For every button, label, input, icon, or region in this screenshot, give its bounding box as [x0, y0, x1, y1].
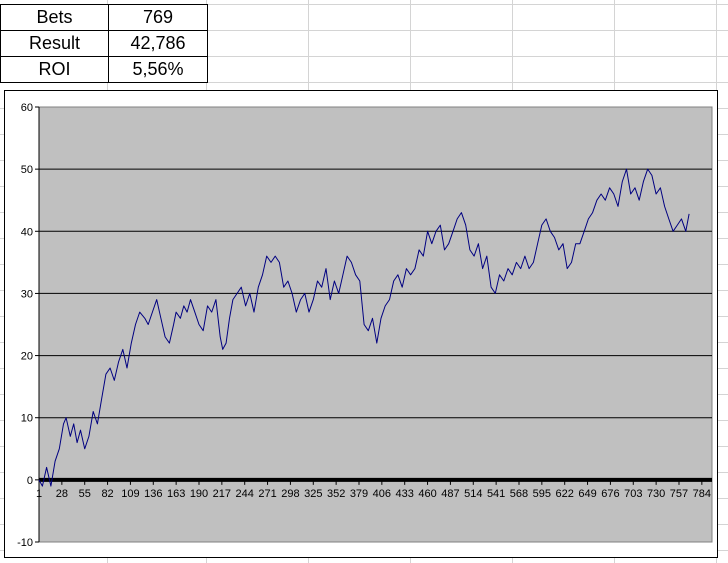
- stats-value: 769: [108, 4, 208, 31]
- stats-row: Result 42,786: [0, 30, 208, 57]
- y-tick-label: 10: [21, 413, 33, 425]
- y-tick-label: 60: [21, 102, 33, 114]
- stats-table: Bets 769 Result 42,786 ROI 5,56%: [0, 4, 208, 83]
- stats-value: 5,56%: [108, 56, 208, 83]
- x-tick-label: 433: [396, 488, 414, 500]
- line-chart: -10 0 10 20 30 40 50 60 1 28 55 82 109 136 163 190 217 24…: [17, 102, 713, 549]
- x-tick-label: 352: [327, 488, 345, 500]
- x-tick-label: 217: [213, 488, 231, 500]
- x-tick-label: 541: [487, 488, 505, 500]
- x-tick-label: 1: [36, 488, 42, 500]
- x-tick-label: 514: [464, 488, 482, 500]
- stats-table-body: Bets 769 Result 42,786 ROI 5,56%: [0, 4, 208, 83]
- series-line: [38, 168, 690, 487]
- x-tick-label: 595: [533, 488, 551, 500]
- x-tick-label: 487: [441, 488, 459, 500]
- x-tick-label: 244: [236, 488, 254, 500]
- x-tick-label: 649: [578, 488, 596, 500]
- plot-area: [38, 106, 713, 543]
- y-tick-label: 0: [27, 475, 33, 487]
- chart-frame: -10 0 10 20 30 40 50 60 1 28 55 82 109 136 163 190 217 24…: [4, 90, 718, 558]
- stats-row: ROI 5,56%: [0, 56, 208, 83]
- x-tick-label: 325: [304, 488, 322, 500]
- y-tick-label: 30: [21, 288, 33, 300]
- x-tick-label: 271: [258, 488, 276, 500]
- x-tick-label: 676: [601, 488, 619, 500]
- x-tick-label: 568: [510, 488, 528, 500]
- stats-value: 42,786: [108, 30, 208, 57]
- x-tick-label: 163: [167, 488, 185, 500]
- stats-label: ROI: [0, 56, 109, 83]
- x-tick-label: 622: [556, 488, 574, 500]
- stats-label: Result: [0, 30, 109, 57]
- y-tick-label: 20: [21, 351, 33, 363]
- x-tick-label: 460: [418, 488, 436, 500]
- x-tick-label: 82: [101, 488, 113, 500]
- x-tick-label: 757: [670, 488, 688, 500]
- stats-label: Bets: [0, 4, 109, 31]
- x-tick-label: 190: [190, 488, 208, 500]
- y-tick-label: 50: [21, 164, 33, 176]
- y-tick-label: 40: [21, 226, 33, 238]
- x-tick-label: 379: [350, 488, 368, 500]
- x-tick-label: 406: [373, 488, 391, 500]
- x-tick-label: 730: [647, 488, 665, 500]
- x-tick-label: 55: [79, 488, 91, 500]
- x-tick-label: 136: [144, 488, 162, 500]
- stats-row: Bets 769: [0, 4, 208, 31]
- x-tick-label: 28: [56, 488, 68, 500]
- y-tick-label: -10: [17, 537, 33, 549]
- x-tick-label: 109: [121, 488, 139, 500]
- x-tick-label: 784: [693, 488, 711, 500]
- x-tick-label: 298: [281, 488, 299, 500]
- x-tick-label: 703: [624, 488, 642, 500]
